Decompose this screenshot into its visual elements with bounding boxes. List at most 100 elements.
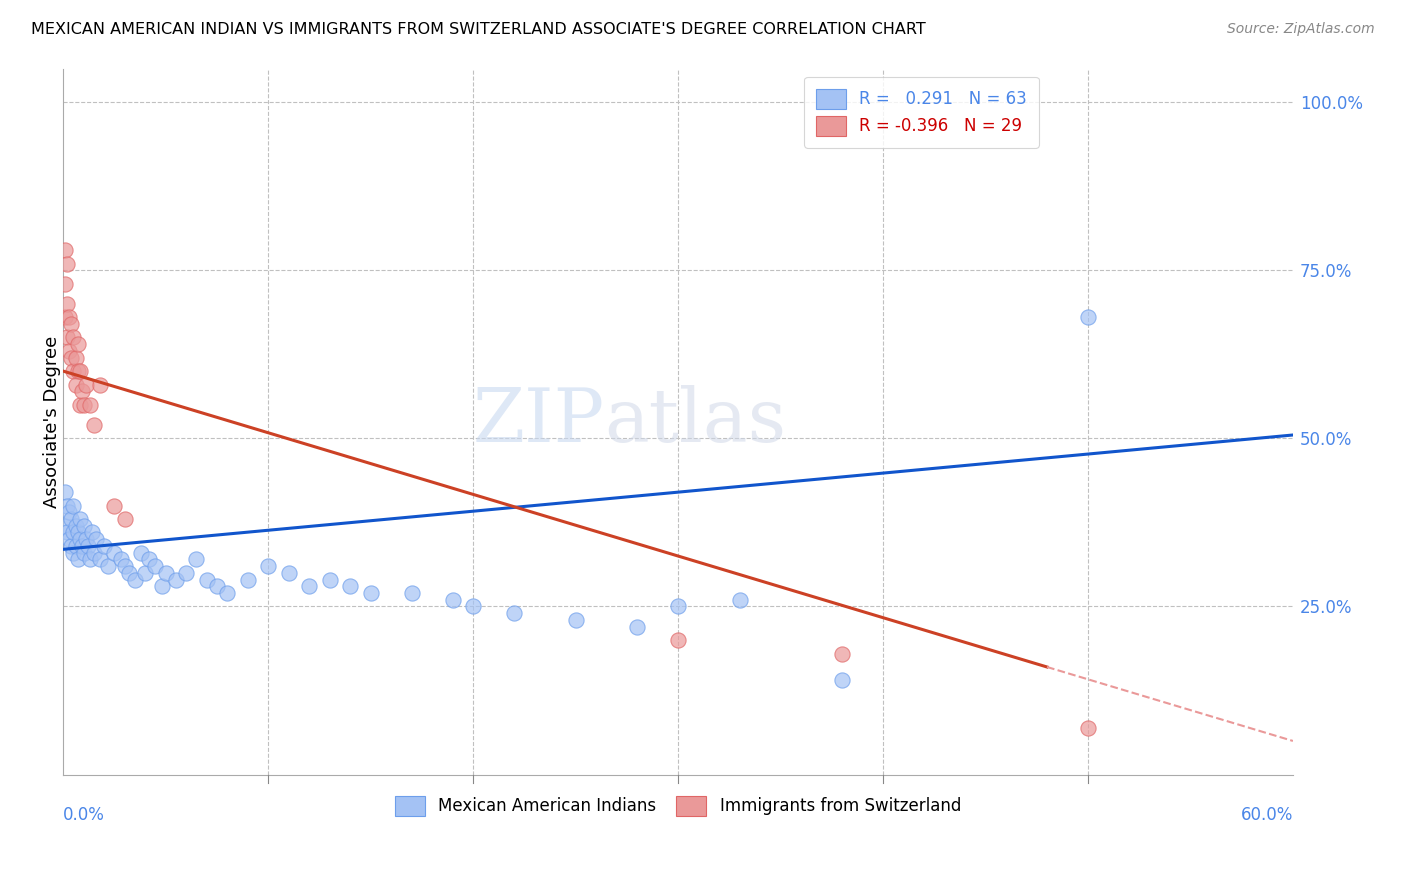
Point: [89, 552, 111, 566]
Point: [155, 566, 177, 580]
Point: [110, 552, 132, 566]
Point: [118, 566, 141, 580]
Point: [62, 546, 84, 560]
Point: [69, 398, 91, 412]
Point: [60, 512, 83, 526]
Point: [174, 566, 197, 580]
Point: [165, 573, 187, 587]
Point: [66, 525, 89, 540]
Point: [56, 499, 79, 513]
Point: [53, 485, 76, 500]
Point: [65, 351, 87, 365]
Point: [56, 525, 79, 540]
Point: [58, 505, 80, 519]
Point: [65, 518, 87, 533]
Point: [129, 546, 152, 560]
Point: [79, 398, 101, 412]
Point: [62, 499, 84, 513]
Point: [441, 592, 464, 607]
Point: [195, 573, 218, 587]
Point: [58, 310, 80, 325]
Point: [626, 620, 648, 634]
Point: [62, 364, 84, 378]
Point: [728, 592, 751, 607]
Point: [83, 546, 105, 560]
Point: [150, 579, 173, 593]
Point: [73, 546, 96, 560]
Point: [138, 552, 160, 566]
Point: [80, 525, 103, 540]
Point: [56, 256, 79, 270]
Point: [205, 579, 228, 593]
Point: [60, 351, 83, 365]
Point: [69, 364, 91, 378]
Point: [56, 330, 79, 344]
Point: [65, 539, 87, 553]
Point: [97, 559, 120, 574]
Point: [69, 512, 91, 526]
Point: [66, 552, 89, 566]
Point: [298, 579, 321, 593]
Point: [217, 586, 239, 600]
Point: [93, 539, 115, 553]
Point: [257, 559, 280, 574]
Point: [66, 337, 89, 351]
Point: [58, 533, 80, 547]
Point: [145, 559, 167, 574]
Point: [70, 384, 93, 399]
Point: [53, 310, 76, 325]
Point: [186, 552, 208, 566]
Point: [114, 559, 136, 574]
Point: [277, 566, 299, 580]
Point: [1077, 310, 1099, 325]
Point: [56, 297, 79, 311]
Point: [339, 579, 361, 593]
Text: 0.0%: 0.0%: [63, 806, 105, 824]
Point: [62, 330, 84, 344]
Text: atlas: atlas: [605, 385, 786, 458]
Point: [360, 586, 382, 600]
Text: Source: ZipAtlas.com: Source: ZipAtlas.com: [1227, 22, 1375, 37]
Point: [70, 539, 93, 553]
Point: [58, 343, 80, 358]
Point: [564, 613, 586, 627]
Point: [83, 417, 105, 432]
Point: [831, 673, 853, 688]
Point: [89, 377, 111, 392]
Point: [1077, 721, 1099, 735]
Text: 60.0%: 60.0%: [1240, 806, 1294, 824]
Point: [60, 317, 83, 331]
Point: [75, 533, 97, 547]
Point: [53, 243, 76, 257]
Point: [53, 277, 76, 291]
Point: [60, 539, 83, 553]
Point: [103, 499, 125, 513]
Point: [66, 364, 89, 378]
Point: [463, 599, 485, 614]
Point: [69, 533, 91, 547]
Text: MEXICAN AMERICAN INDIAN VS IMMIGRANTS FROM SWITZERLAND ASSOCIATE'S DEGREE CORREL: MEXICAN AMERICAN INDIAN VS IMMIGRANTS FR…: [31, 22, 925, 37]
Text: ZIP: ZIP: [472, 385, 605, 458]
Point: [84, 533, 107, 547]
Point: [114, 512, 136, 526]
Point: [666, 633, 689, 648]
Point: [666, 599, 689, 614]
Point: [75, 377, 97, 392]
Y-axis label: Associate's Degree: Associate's Degree: [44, 335, 60, 508]
Point: [318, 573, 340, 587]
Point: [236, 573, 259, 587]
Legend: Mexican American Indians, Immigrants from Switzerland: Mexican American Indians, Immigrants fro…: [388, 789, 967, 822]
Point: [103, 546, 125, 560]
Point: [73, 518, 96, 533]
Point: [65, 377, 87, 392]
Point: [401, 586, 423, 600]
Point: [831, 647, 853, 661]
Point: [134, 566, 156, 580]
Point: [53, 518, 76, 533]
Point: [79, 552, 101, 566]
Point: [76, 539, 98, 553]
Point: [73, 398, 96, 412]
Point: [62, 525, 84, 540]
Point: [503, 606, 526, 620]
Point: [124, 573, 146, 587]
